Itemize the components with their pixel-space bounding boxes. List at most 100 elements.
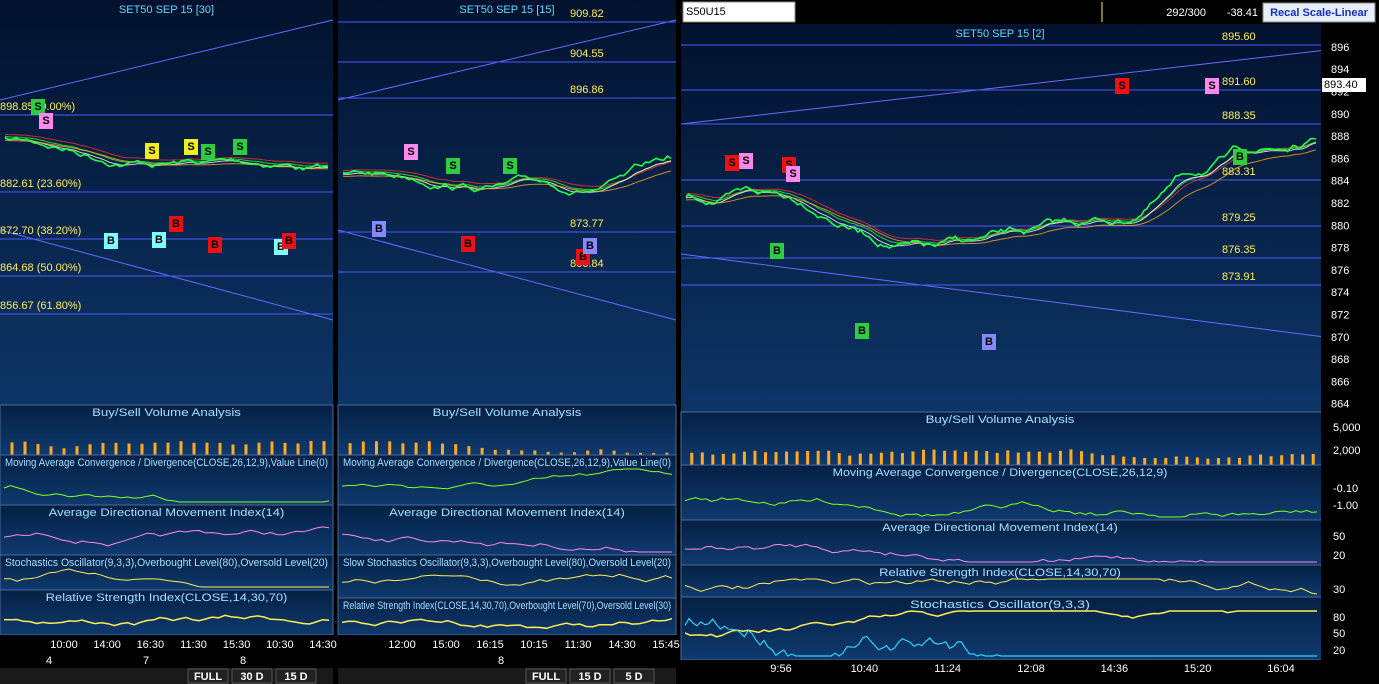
level-label: 873.91 bbox=[1222, 271, 1256, 283]
symbol-select[interactable] bbox=[682, 1, 796, 23]
signal-box bbox=[372, 221, 386, 237]
volume-bar bbox=[101, 443, 105, 455]
indicator-panel bbox=[680, 464, 1379, 521]
indicator-title: Average Directional Movement Index(14) bbox=[49, 507, 285, 519]
indicator-line bbox=[341, 468, 673, 490]
volume-bar bbox=[205, 442, 209, 455]
toolbar-button[interactable] bbox=[275, 668, 317, 684]
signal-box bbox=[104, 233, 118, 249]
volume-bar bbox=[1069, 449, 1073, 465]
volume-bar bbox=[1280, 455, 1284, 465]
volume-bar bbox=[573, 452, 576, 455]
volume-bar bbox=[218, 442, 222, 455]
volume-bar bbox=[414, 442, 418, 455]
volume-bar bbox=[533, 450, 537, 455]
price-line bbox=[342, 155, 672, 196]
indicator-panel bbox=[680, 596, 1379, 661]
trend-line bbox=[680, 43, 1379, 125]
volume-bar bbox=[62, 448, 66, 455]
toolbar-button-label[interactable]: 5 D bbox=[625, 671, 642, 683]
signal-label: B bbox=[277, 241, 285, 253]
indicator-title: Average Directional Movement Index(14) bbox=[389, 507, 625, 519]
signal-box bbox=[184, 139, 198, 155]
volume-bar bbox=[296, 443, 300, 455]
toolbar-button[interactable] bbox=[187, 668, 229, 684]
moving-average bbox=[4, 135, 329, 167]
volume-bar bbox=[953, 450, 957, 465]
indicator-line bbox=[341, 617, 673, 630]
signal-label: B bbox=[1236, 151, 1244, 163]
signal-label: S bbox=[785, 159, 792, 171]
toolbar-button-label[interactable]: 15 D bbox=[284, 671, 307, 683]
signal-box bbox=[31, 99, 45, 115]
volume-bar bbox=[932, 449, 936, 465]
toolbar-button-label[interactable]: 30 D bbox=[240, 671, 263, 683]
volume-bar bbox=[964, 451, 968, 465]
price-axis-label: 886 bbox=[1331, 153, 1349, 165]
volume-bar bbox=[388, 441, 392, 455]
volume-bar bbox=[1048, 452, 1052, 465]
toolbar-button-label[interactable]: FULL bbox=[194, 671, 222, 683]
symbol-select-text[interactable]: S50U15 bbox=[686, 6, 726, 18]
indicator-panel bbox=[337, 504, 677, 556]
volume-bar bbox=[348, 443, 352, 455]
moving-average bbox=[342, 170, 672, 193]
volume-bar bbox=[700, 452, 704, 465]
trend-line bbox=[680, 253, 1379, 345]
level-label: 873.77 bbox=[570, 218, 604, 230]
toolbar-button[interactable] bbox=[231, 668, 273, 684]
toolbar-button[interactable] bbox=[525, 668, 567, 684]
signal-label: B bbox=[211, 239, 219, 251]
volume-bar bbox=[257, 442, 261, 455]
volume-bar bbox=[1227, 457, 1231, 465]
time-label: 15:45 bbox=[652, 639, 680, 651]
time-label: 12:08 bbox=[1017, 663, 1045, 675]
toolbar-button[interactable] bbox=[613, 668, 655, 684]
toolbar-button-label[interactable]: FULL bbox=[532, 671, 560, 683]
toolbar-button[interactable] bbox=[569, 668, 611, 684]
volume-bar bbox=[837, 453, 841, 465]
time-label: 10:15 bbox=[520, 639, 548, 651]
scale-button-label[interactable]: Recal Scale-Linear bbox=[1270, 7, 1369, 19]
level-label: 895.60 bbox=[1222, 31, 1256, 43]
volume-bar bbox=[546, 451, 550, 455]
time-label: 15:20 bbox=[1184, 663, 1212, 675]
indicator-panel bbox=[337, 404, 677, 456]
price-axis bbox=[1321, 24, 1379, 660]
signal-box bbox=[208, 237, 222, 253]
time-label: 14:30 bbox=[309, 639, 337, 651]
volume-bar bbox=[1111, 455, 1115, 465]
signal-box bbox=[739, 153, 753, 169]
indicator-title: Slow Stochastics Oscillator(9,3,3),Overb… bbox=[343, 557, 671, 569]
volume-bar bbox=[454, 444, 458, 455]
indicator-line bbox=[684, 617, 1317, 657]
volume-bar bbox=[1185, 456, 1189, 465]
time-label: 15:30 bbox=[223, 639, 251, 651]
volume-bar bbox=[23, 441, 27, 455]
indicator-line bbox=[341, 533, 672, 553]
signal-box bbox=[145, 143, 159, 159]
signal-label: B bbox=[155, 234, 163, 246]
volume-bar bbox=[1058, 450, 1062, 465]
last-price: 893.40 bbox=[1324, 79, 1358, 91]
indicator-title: Stochastics Oscillator(9,3,3),Overbought… bbox=[5, 557, 328, 569]
level-label: 879.25 bbox=[1222, 212, 1256, 224]
signal-label: S bbox=[42, 115, 49, 127]
scale-button[interactable] bbox=[1262, 2, 1376, 23]
date-label: 8 bbox=[498, 655, 504, 667]
volume-bar bbox=[1174, 456, 1178, 465]
indicator-line bbox=[3, 526, 330, 547]
volume-bar bbox=[1195, 457, 1199, 465]
indicator-panel bbox=[337, 554, 677, 599]
trend-line bbox=[337, 229, 677, 321]
level-label: 888.35 bbox=[1222, 110, 1256, 122]
volume-bar bbox=[244, 444, 248, 455]
volume-bar bbox=[742, 451, 746, 465]
price-axis-label: 874 bbox=[1331, 287, 1349, 299]
time-axis bbox=[0, 635, 333, 655]
toolbar-button-label[interactable]: 15 D bbox=[578, 671, 601, 683]
indicator-axis-label: -0.10 bbox=[1333, 483, 1358, 495]
indicator-title: Buy/Sell Volume Analysis bbox=[926, 414, 1075, 426]
indicator-line bbox=[341, 573, 673, 586]
indicator-title: Relative Strength Index(CLOSE,14,30,70) bbox=[879, 567, 1121, 579]
